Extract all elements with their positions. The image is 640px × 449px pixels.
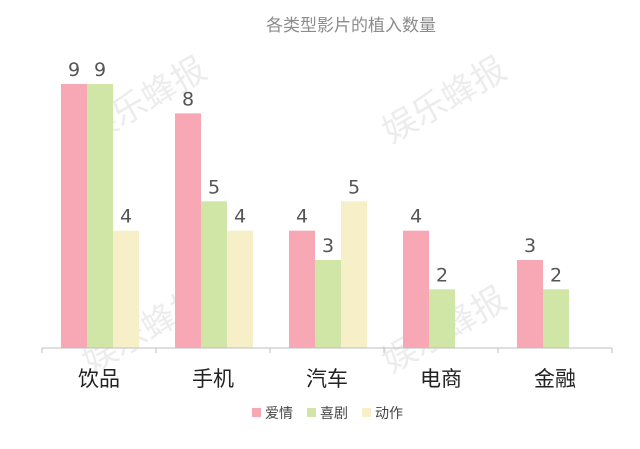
category-label-手机: 手机 xyxy=(192,367,234,391)
value-label: 9 xyxy=(68,59,80,81)
bar-喜剧-金融 xyxy=(543,289,569,348)
bar-动作-汽车 xyxy=(341,201,367,348)
bar-喜剧-电商 xyxy=(429,289,455,348)
category-label-汽车: 汽车 xyxy=(306,367,348,391)
bar-动作-手机 xyxy=(227,230,253,348)
bar-喜剧-手机 xyxy=(201,201,227,348)
value-label: 3 xyxy=(322,235,334,257)
legend-label-爱情: 爱情 xyxy=(265,406,293,422)
legend-swatch-爱情 xyxy=(252,408,261,417)
value-label: 2 xyxy=(550,264,562,286)
watermark: 娱乐蜂报 xyxy=(376,49,514,152)
value-label: 5 xyxy=(348,176,360,198)
value-label: 3 xyxy=(524,235,536,257)
bar-喜剧-饮品 xyxy=(87,84,113,348)
legend: 爱情 喜剧 动作 xyxy=(252,406,403,422)
legend-label-喜剧: 喜剧 xyxy=(320,406,348,422)
value-label: 4 xyxy=(410,206,422,228)
category-label-金融: 金融 xyxy=(534,367,576,391)
category-label-电商: 电商 xyxy=(420,367,462,391)
value-label: 5 xyxy=(208,176,220,198)
chart-title: 各类型影片的植入数量 xyxy=(266,16,436,36)
value-label: 9 xyxy=(94,59,106,81)
legend-swatch-喜剧 xyxy=(307,408,316,417)
bar-喜剧-汽车 xyxy=(315,260,341,348)
bar-爱情-手机 xyxy=(175,113,201,348)
bar-爱情-电商 xyxy=(403,230,429,348)
value-label: 4 xyxy=(234,206,246,228)
legend-label-动作: 动作 xyxy=(375,406,403,422)
bar-爱情-汽车 xyxy=(289,230,315,348)
category-label-饮品: 饮品 xyxy=(78,367,120,391)
bar-爱情-饮品 xyxy=(61,84,87,348)
category-labels: 饮品 手机 汽车 电商 金融 xyxy=(78,367,576,391)
bars xyxy=(61,84,569,348)
bar-动作-饮品 xyxy=(113,230,139,348)
value-label: 4 xyxy=(296,206,308,228)
legend-swatch-动作 xyxy=(362,408,371,417)
bar-爱情-金融 xyxy=(517,260,543,348)
x-axis-ticks xyxy=(41,348,613,353)
value-label: 4 xyxy=(120,206,132,228)
value-label: 8 xyxy=(182,88,194,110)
value-label: 2 xyxy=(436,264,448,286)
